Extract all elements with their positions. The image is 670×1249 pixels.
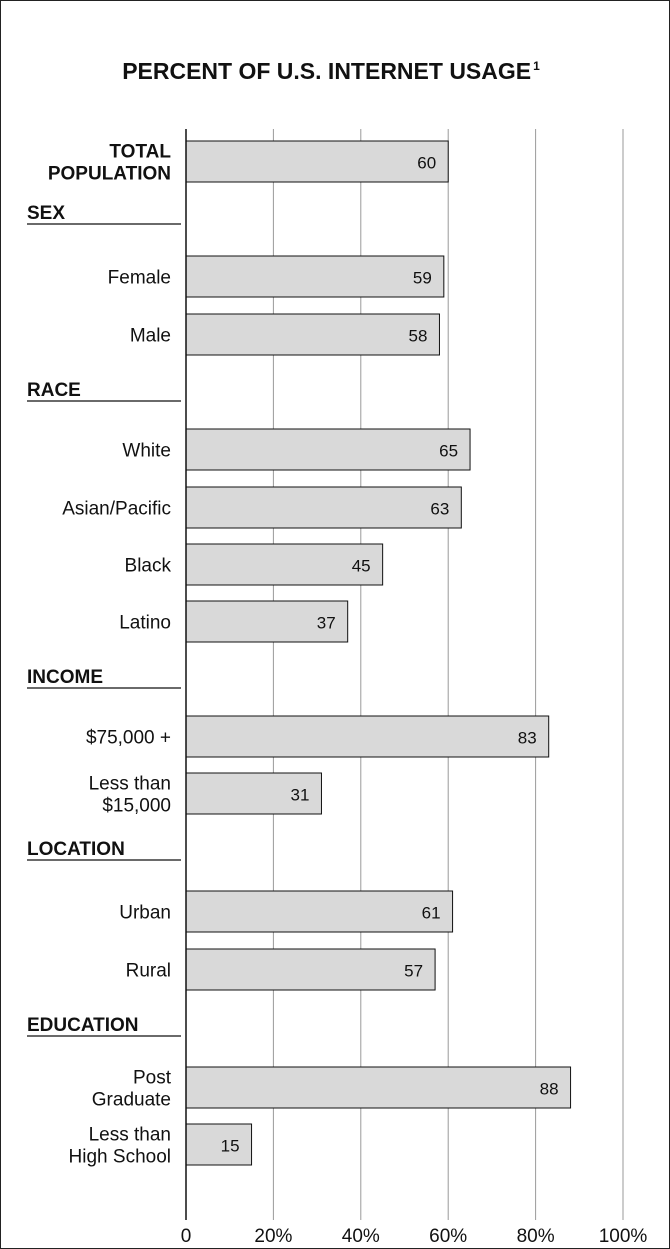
category-label: TOTAL <box>109 142 171 163</box>
category-label: POPULATION <box>48 164 171 185</box>
bar-value-label: 58 <box>409 327 428 346</box>
x-tick-label: 60% <box>429 1226 467 1247</box>
bar <box>185 1066 572 1109</box>
category-label: Urban <box>119 903 171 924</box>
bar <box>185 255 445 298</box>
chart-title-main: PERCENT OF U.S. INTERNET USAGE <box>122 58 531 84</box>
bar-value-label: 57 <box>404 962 423 981</box>
bar-value-label: 37 <box>317 614 336 633</box>
bar <box>185 313 440 356</box>
category-label: High School <box>69 1147 171 1168</box>
group-label: EDUCATION <box>27 1015 139 1036</box>
bar <box>185 140 449 183</box>
category-label: Male <box>130 326 171 347</box>
x-tick-label: 80% <box>517 1226 555 1247</box>
bar-value-label: 63 <box>430 500 449 519</box>
category-label: Post <box>133 1068 172 1089</box>
x-tick-label: 100% <box>599 1226 648 1247</box>
group-label: RACE <box>27 380 81 401</box>
bar <box>185 715 550 758</box>
bar-value-label: 15 <box>221 1137 240 1156</box>
x-axis: 0 20% 40% 60% 80% 100% <box>181 129 648 1247</box>
category-label: Graduate <box>92 1090 171 1111</box>
bar-value-label: 31 <box>291 786 310 805</box>
category-label: Less than <box>89 1125 171 1146</box>
x-tick-label: 40% <box>342 1226 380 1247</box>
bar <box>185 948 436 991</box>
bar <box>185 428 471 471</box>
group-label: SEX <box>27 203 65 224</box>
bar <box>185 890 454 933</box>
bar <box>185 543 384 586</box>
bar-value-label: 45 <box>352 557 371 576</box>
category-label: Asian/Pacific <box>62 499 171 520</box>
bar-value-label: 88 <box>540 1080 559 1099</box>
bar-value-label: 60 <box>417 154 436 173</box>
group-label: LOCATION <box>27 839 125 860</box>
category-label: $75,000 + <box>86 728 171 749</box>
category-label: Less than <box>89 774 171 795</box>
chart-title: PERCENT OF U.S. INTERNET USAGE 1 <box>122 58 540 84</box>
bar <box>185 772 322 815</box>
category-label: White <box>122 441 171 462</box>
bar <box>185 1123 253 1166</box>
group-label: INCOME <box>27 667 103 688</box>
x-tick-label: 20% <box>254 1226 292 1247</box>
bar <box>185 486 462 529</box>
bars: 60 59 58 65 63 45 37 83 31 61 57 88 15 <box>185 140 572 1166</box>
chart-title-superscript: 1 <box>533 59 540 73</box>
bar-value-label: 59 <box>413 269 432 288</box>
bar-value-label: 61 <box>422 904 441 923</box>
x-tick-label: 0 <box>181 1226 192 1247</box>
category-label: Female <box>108 268 171 289</box>
category-label: Latino <box>119 613 171 634</box>
gridlines <box>272 129 624 1220</box>
category-label: Rural <box>126 961 171 982</box>
chart-title-text: PERCENT OF U.S. INTERNET USAGE 1 <box>122 58 540 84</box>
category-label: Black <box>125 556 172 577</box>
category-label: $15,000 <box>102 796 171 817</box>
bar-value-label: 83 <box>518 729 537 748</box>
bar-value-label: 65 <box>439 442 458 461</box>
